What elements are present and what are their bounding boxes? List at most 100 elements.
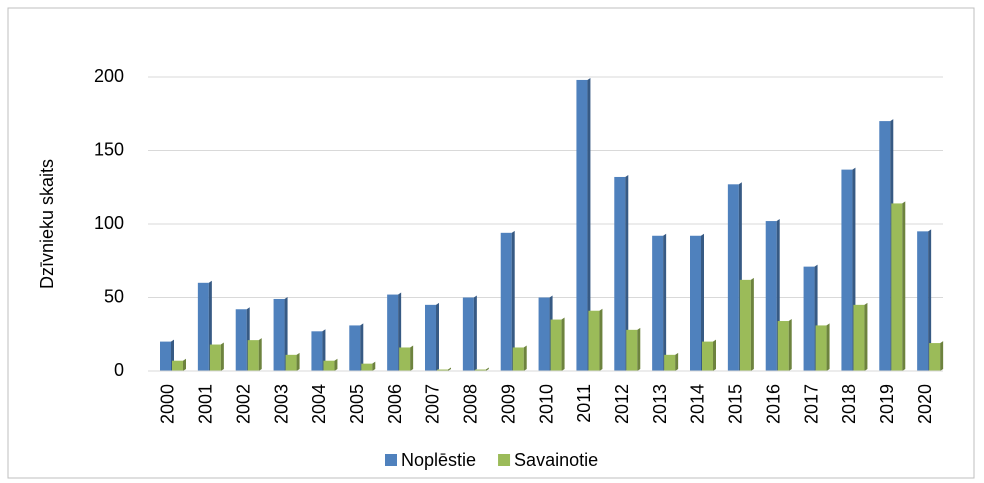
bar-face [361,363,373,371]
bar-side [928,229,932,371]
x-tick-label: 2012 [612,384,632,424]
bar-side [334,358,338,371]
bar [500,230,515,371]
bar-face [879,121,891,371]
y-tick-label: 50 [104,286,124,306]
x-tick-label: 2018 [839,384,859,424]
bar [739,277,754,371]
bar-side [258,338,262,371]
legend-swatch [498,454,511,466]
bar-side [713,339,716,371]
bar [664,352,679,371]
bar [765,219,780,371]
bar-side [561,317,565,371]
bar-face [588,310,600,371]
bar [235,307,250,371]
bar [437,367,451,371]
bar [917,229,932,371]
bar [462,295,477,371]
legend-swatch [385,454,397,466]
bar [425,302,439,371]
bar-face [209,344,221,371]
bar-face [512,347,524,371]
bar-side [410,345,414,371]
bar-side [750,277,754,371]
bar-side [322,329,326,371]
bar-side [372,361,376,371]
bar-side [511,230,515,371]
bar [197,280,212,371]
bar-face [815,325,827,371]
bar [247,338,262,371]
bar-side [485,367,489,371]
bar [311,329,326,371]
bar-side [940,341,944,371]
bar-face [891,203,903,371]
x-tick-label: 2003 [271,384,291,424]
bar-face [777,321,789,371]
bar-side [296,352,300,371]
bar [512,345,527,371]
bar [172,358,186,371]
x-tick-label: 2010 [536,384,556,424]
bar-side [701,233,704,371]
x-tick-label: 2001 [196,384,216,424]
bar-face [500,232,512,371]
bar [841,167,856,371]
bar-face [311,331,323,371]
bar-face [664,354,676,371]
bar-face [323,360,335,371]
legend-label: Noplēstie [401,450,476,470]
bar-side [523,345,527,371]
x-tick-label: 2015 [726,384,746,424]
bar [588,308,603,371]
bar-side [599,308,603,371]
bar [626,327,641,371]
bar [285,352,300,371]
bar [399,345,414,371]
bar-face [247,340,259,371]
x-tick-label: 2016 [763,384,783,424]
bar-face [550,319,562,371]
bar-face [614,176,626,371]
bar-side [826,323,830,371]
bar [349,323,364,371]
bar-side [587,77,591,371]
bar [209,342,224,371]
bar [361,361,376,371]
y-tick-label: 150 [94,139,124,159]
bar-face [702,341,713,371]
chart-frame [7,7,975,479]
bar-side [220,342,224,371]
x-tick-label: 2008 [461,384,481,424]
bar-face [576,79,588,371]
bar-face [690,235,701,371]
bar-face [626,329,638,371]
bar [879,119,894,371]
y-tick-label: 200 [94,66,124,86]
y-tick-label: 0 [114,360,124,380]
bar-face [160,341,171,371]
bar-face [462,297,474,371]
bar [576,77,591,371]
bar [727,182,742,371]
bar [853,302,868,371]
bar-side [284,296,288,371]
x-tick-label: 2007 [423,384,443,424]
bar-face [803,266,815,371]
bar-face [387,294,399,371]
bar [702,339,716,371]
bar-face [437,369,448,371]
bar [550,317,565,371]
x-tick-label: 2006 [385,384,405,424]
bar-face [727,184,739,371]
bar-side [637,327,641,371]
bar [387,292,402,371]
bar-face [197,282,209,371]
x-tick-label: 2004 [309,384,329,424]
x-tick-label: 2020 [915,384,935,424]
bar-face [172,360,183,371]
bar [614,174,629,371]
bar-face [285,354,297,371]
